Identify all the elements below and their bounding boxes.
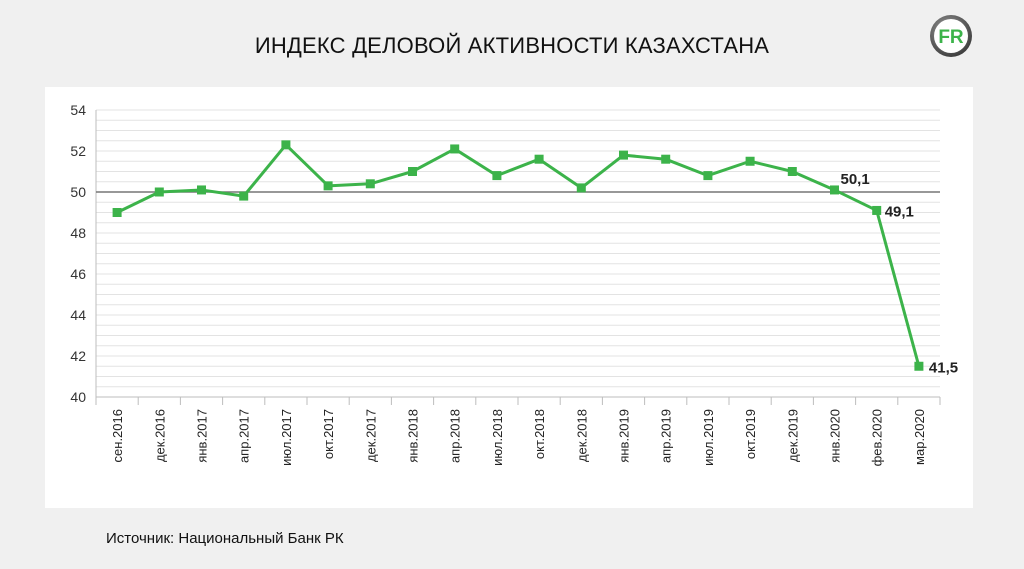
x-tick-label: дек.2017 — [363, 409, 378, 462]
y-tick-label: 50 — [70, 184, 86, 200]
data-point — [576, 183, 586, 193]
x-tick-label: апр.2018 — [448, 409, 463, 463]
logo-text: FR — [938, 27, 964, 48]
y-tick-label: 48 — [70, 225, 86, 241]
data-label: 41,5 — [929, 359, 958, 376]
data-point — [534, 154, 544, 164]
data-point — [787, 167, 797, 176]
x-tick-label: окт.2019 — [743, 409, 758, 459]
data-point — [492, 171, 502, 181]
y-tick-label: 54 — [70, 102, 86, 118]
fr-logo: FR — [930, 15, 972, 57]
x-tick-label: янв.2017 — [195, 409, 210, 463]
x-tick-label: янв.2019 — [617, 409, 632, 463]
data-point — [365, 179, 375, 189]
y-tick-label: 42 — [70, 348, 86, 364]
data-point — [154, 187, 164, 197]
x-tick-label: янв.2018 — [406, 409, 421, 463]
y-tick-label: 44 — [70, 307, 86, 323]
x-tick-label: мар.2020 — [912, 409, 927, 465]
x-tick-label: фев.2020 — [870, 409, 885, 466]
source-note: Источник: Национальный Банк РК — [106, 530, 344, 547]
data-point — [703, 171, 713, 181]
series-line — [116, 143, 921, 367]
data-point — [872, 205, 882, 215]
x-tick-label: окт.2017 — [321, 409, 336, 459]
x-tick-label: окт.2018 — [532, 409, 547, 459]
data-point — [239, 191, 249, 201]
y-tick-label: 46 — [70, 266, 86, 282]
data-label: 50,1 — [841, 171, 870, 188]
data-point — [619, 150, 628, 160]
data-point — [914, 361, 924, 371]
y-tick-label: 52 — [70, 143, 86, 159]
x-tick-label: апр.2019 — [659, 409, 674, 463]
data-point — [661, 154, 671, 164]
data-point — [323, 181, 333, 191]
x-tick-label: дек.2016 — [152, 409, 167, 462]
x-tick-label: янв.2020 — [828, 409, 843, 463]
x-tick-label: июл.2017 — [279, 409, 294, 466]
data-point — [745, 156, 755, 166]
data-point — [450, 144, 460, 154]
x-tick-label: июл.2019 — [701, 409, 716, 466]
x-tick-label: дек.2018 — [574, 409, 589, 462]
x-tick-label: сен.2016 — [110, 409, 125, 462]
x-tick-label: июл.2018 — [490, 409, 505, 466]
chart-panel: 40 42 44 46 48 50 52 54 50,1 49,1 41,5 сен.2016 дек.… — [45, 87, 973, 508]
x-tick-label: апр.2017 — [237, 409, 252, 463]
data-point — [281, 140, 291, 150]
y-tick-label: 40 — [70, 389, 86, 405]
data-point — [830, 185, 839, 195]
chart-title: ИНДЕКС ДЕЛОВОЙ АКТИВНОСТИ КАЗАХСТАНА — [254, 33, 770, 58]
line-chart: 40 42 44 46 48 50 52 54 50,1 49,1 41,5 сен.2016 дек.… — [70, 102, 958, 466]
data-point — [197, 185, 206, 195]
data-point — [112, 208, 122, 217]
x-tick-label: дек.2019 — [785, 409, 800, 462]
data-label: 49,1 — [885, 203, 914, 220]
data-point — [408, 167, 417, 176]
